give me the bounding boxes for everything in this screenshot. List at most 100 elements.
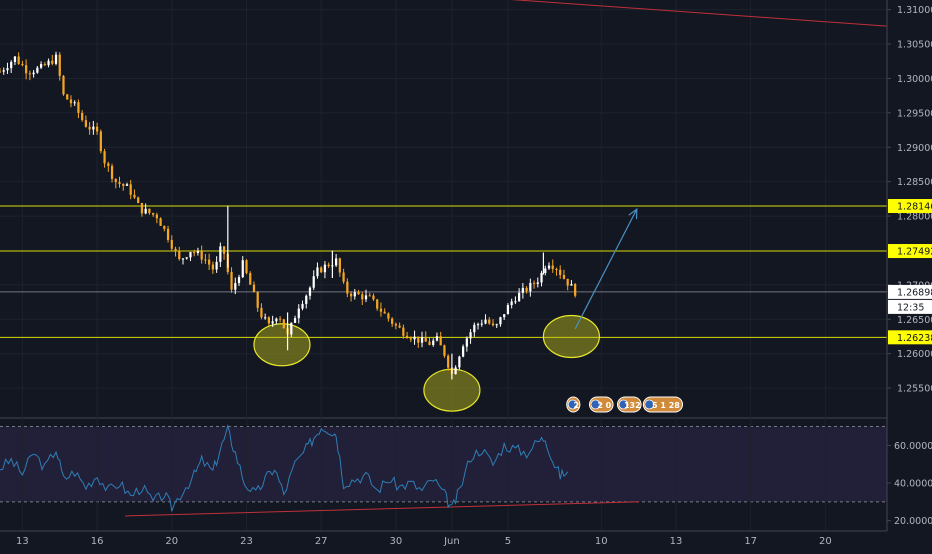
- event-markers: 2 2 0 132 5 1 28: [566, 396, 684, 413]
- chart-drawings: [253, 0, 888, 412]
- date-tick-label: 13: [16, 536, 29, 547]
- level-price-tag-bg: [888, 199, 932, 214]
- candle-body: [570, 284, 573, 286]
- candle-body: [447, 355, 450, 368]
- candle-body: [499, 317, 502, 325]
- candle-body: [454, 367, 457, 375]
- candle-body: [58, 54, 61, 76]
- candle-body: [439, 336, 442, 346]
- candle-body: [208, 259, 211, 265]
- candle-body: [521, 287, 524, 293]
- date-tick-label: 30: [390, 536, 403, 547]
- candle-body: [204, 259, 207, 261]
- level-price-tag-bg: [888, 244, 932, 259]
- candle-body: [32, 72, 35, 75]
- price-tags: 1.28146 1.27492 1.26238 1.26898 12:35: [888, 199, 932, 345]
- candle-body: [361, 294, 364, 300]
- date-tick-label: Jun: [443, 536, 460, 547]
- candle-body: [428, 341, 431, 345]
- candle-body: [357, 292, 360, 295]
- projection-arrow-head: [628, 207, 638, 220]
- oscillator-tick-label: 20.0000: [894, 516, 932, 527]
- candle-body: [413, 336, 416, 340]
- candle-body: [256, 292, 259, 308]
- oscillator-trendline: [125, 501, 639, 517]
- candle-body: [387, 313, 390, 319]
- candle-body: [25, 65, 28, 74]
- candle-body: [458, 356, 461, 368]
- candle-body: [0, 71, 2, 73]
- candle-body: [43, 64, 46, 66]
- candle-body: [114, 178, 117, 183]
- candle-body: [394, 323, 398, 326]
- candle-body: [140, 203, 144, 214]
- candle-body: [88, 126, 91, 130]
- price-tick-label: 1.31000: [897, 5, 932, 16]
- date-tick-label: 10: [595, 536, 608, 547]
- oscillator-tick-label: 60.0000: [894, 441, 932, 452]
- candle-body: [260, 307, 263, 318]
- candle-body: [417, 336, 420, 343]
- candle-body: [469, 332, 472, 339]
- candle-body: [461, 346, 465, 357]
- candle-body: [562, 274, 566, 279]
- trendline: [510, 0, 888, 27]
- candle-body: [193, 252, 196, 254]
- candle-body: [6, 68, 9, 71]
- candle-body: [17, 56, 20, 64]
- candle-body: [211, 264, 215, 270]
- candle-body: [200, 251, 203, 260]
- candle-body: [21, 63, 24, 66]
- candle-body: [103, 151, 106, 164]
- candle-body: [540, 272, 543, 283]
- date-tick-label: 17: [744, 536, 757, 547]
- event-marker: 2 0: [588, 396, 614, 413]
- candle-body: [316, 267, 319, 277]
- candle-body: [152, 213, 155, 215]
- oscillator-tick-label: 40.0000: [894, 479, 932, 490]
- candle-body: [349, 293, 353, 297]
- candle-body: [222, 246, 226, 254]
- event-badge: [642, 396, 684, 413]
- candle-body: [155, 214, 158, 219]
- candle-body: [402, 327, 405, 336]
- candle-body: [465, 338, 468, 347]
- date-tick-label: 20: [819, 536, 832, 547]
- candle-body: [249, 273, 252, 285]
- current-price-tag: 1.26898: [897, 287, 932, 298]
- countdown-tag-bg: [888, 299, 932, 314]
- candle-body: [28, 73, 31, 75]
- candle-body: [81, 112, 84, 121]
- flag-icon: [590, 399, 601, 410]
- price-tick-label: 1.25500: [897, 384, 932, 395]
- candle-body: [293, 318, 297, 323]
- date-tick-label: 27: [315, 536, 328, 547]
- level-price-tag-bg: [888, 330, 932, 345]
- candle-body: [107, 163, 110, 166]
- date-tick-label: 13: [670, 536, 683, 547]
- candle-body: [51, 60, 54, 64]
- candle-body: [323, 264, 327, 273]
- candle-body: [488, 319, 491, 324]
- candle-body: [215, 261, 218, 270]
- price-tick-label: 1.26500: [897, 315, 932, 326]
- candle-body: [514, 301, 517, 303]
- price-tick-label: 1.29500: [897, 108, 932, 119]
- event-count: 5 1 28: [652, 401, 680, 410]
- candle-body: [189, 252, 192, 258]
- candle-body: [532, 282, 536, 284]
- candle-body: [305, 295, 308, 304]
- candle-body: [275, 318, 278, 322]
- event-count: 2: [573, 401, 579, 410]
- candle-body: [290, 322, 293, 335]
- candle-body: [2, 70, 5, 72]
- candle-body: [66, 94, 69, 100]
- candle-body: [99, 131, 102, 152]
- candle-body: [278, 318, 282, 320]
- candle-body: [379, 308, 383, 312]
- candle-body: [574, 284, 577, 296]
- candle-body: [166, 228, 170, 240]
